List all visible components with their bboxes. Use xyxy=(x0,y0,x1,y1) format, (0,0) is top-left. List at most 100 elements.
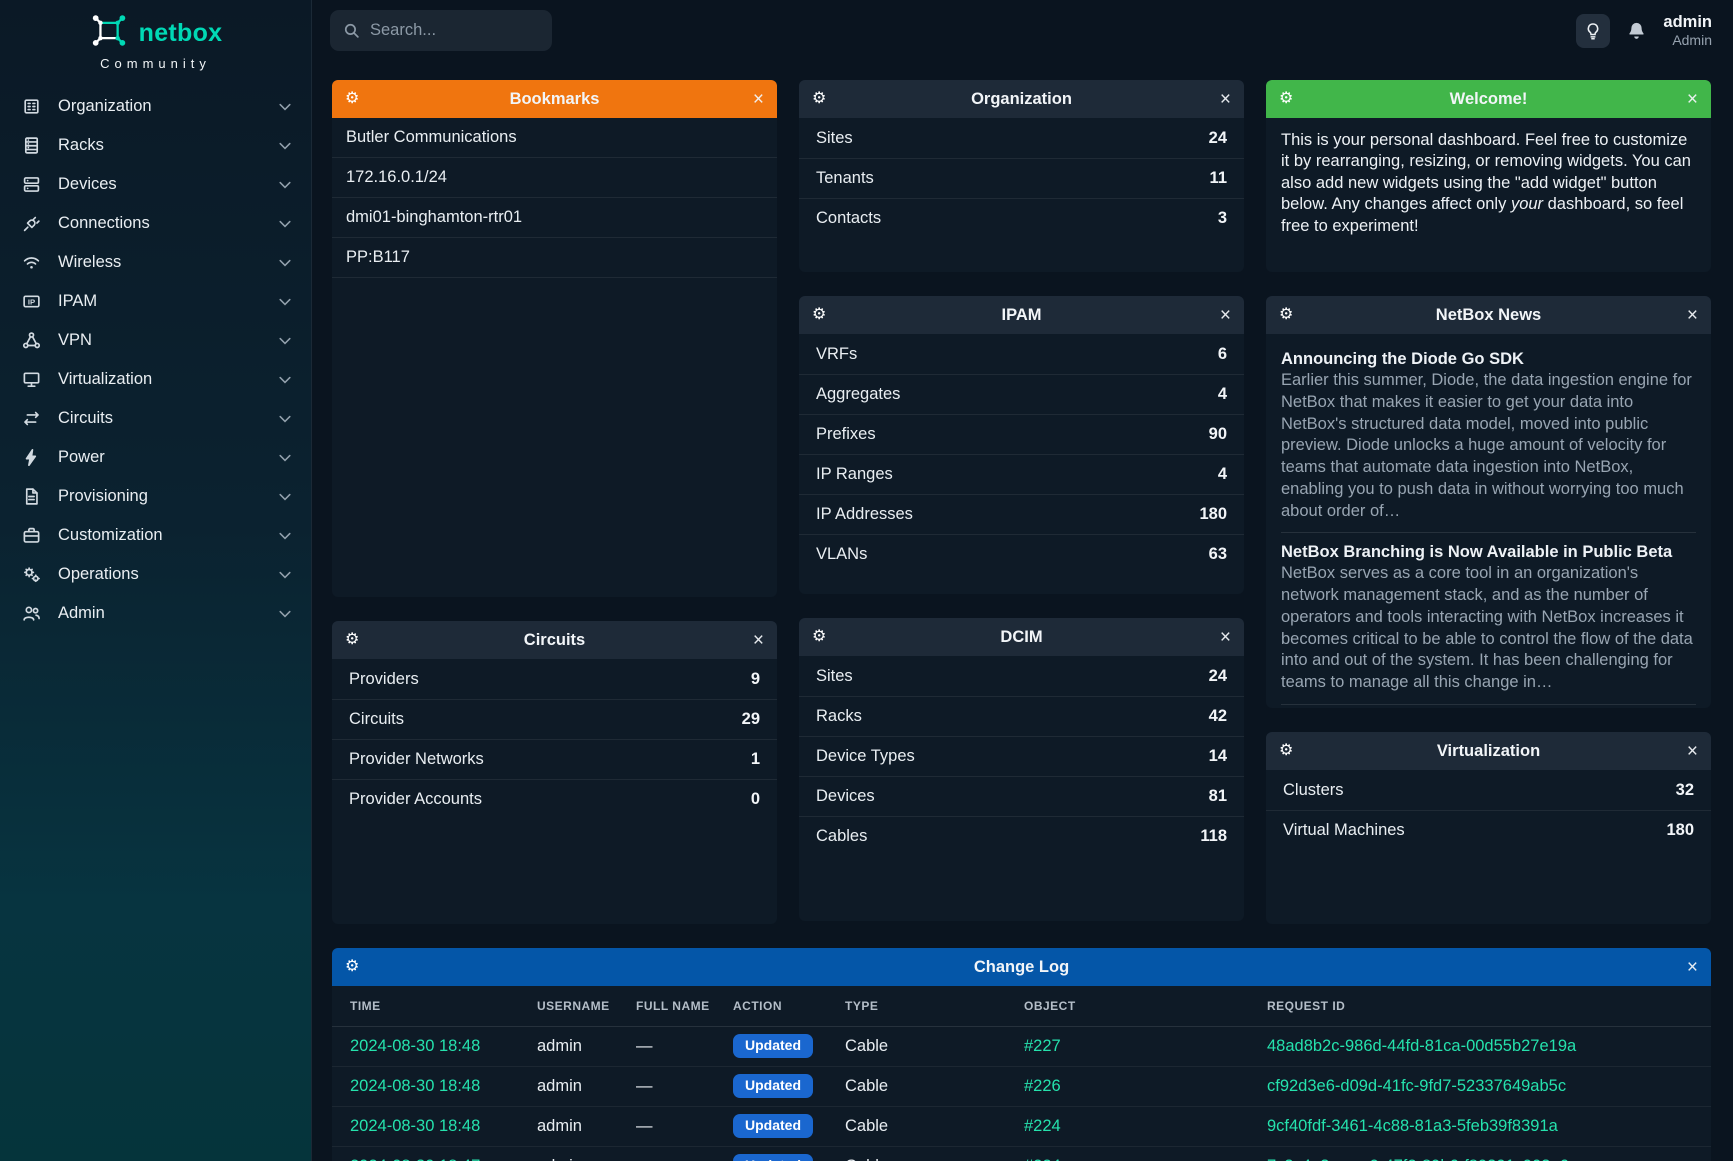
close-icon[interactable]: × xyxy=(1219,88,1231,110)
change-object-link[interactable]: #224 xyxy=(1024,1157,1061,1161)
close-icon[interactable]: × xyxy=(752,629,764,651)
close-icon[interactable]: × xyxy=(1686,956,1698,978)
sidebar-item[interactable]: Circuits xyxy=(0,399,311,438)
chevron-down-icon xyxy=(279,454,291,462)
stat-row[interactable]: VRFs 6 xyxy=(816,344,1227,363)
widget-header: ⚙ Bookmarks × xyxy=(332,80,777,118)
gear-icon[interactable]: ⚙ xyxy=(1279,742,1294,759)
widget-header: ⚙ Welcome! × xyxy=(1266,80,1711,118)
col-action: Action xyxy=(715,986,827,1027)
bookmark-item[interactable]: Butler Communications xyxy=(332,118,777,158)
stat-row[interactable]: Tenants 11 xyxy=(799,158,1244,198)
stat-row[interactable]: Sites 24 xyxy=(816,128,1227,147)
search-field[interactable] xyxy=(370,21,530,40)
change-request-id-link[interactable]: cf92d3e6-d09d-41fc-9fd7-52337649ab5c xyxy=(1267,1076,1567,1095)
action-badge: Updated xyxy=(733,1074,813,1098)
change-request-id-link[interactable]: 7c3c4e3c-ece9-47f2-89b6-f89301c903a6 xyxy=(1267,1157,1569,1161)
sidebar-item[interactable]: Connections xyxy=(0,204,311,243)
close-icon[interactable]: × xyxy=(1686,88,1698,110)
change-request-id-link[interactable]: 48ad8b2c-986d-44fd-81ca-00d55b27e19a xyxy=(1267,1036,1577,1055)
notifications-button[interactable] xyxy=(1627,21,1646,40)
stat-row[interactable]: Provider Networks 1 xyxy=(332,739,777,779)
stat-row[interactable]: VLANs 63 xyxy=(799,534,1244,574)
gear-icon[interactable]: ⚙ xyxy=(812,90,827,107)
stat-row[interactable]: Prefixes 90 xyxy=(799,414,1244,454)
sidebar-item[interactable]: Racks xyxy=(0,126,311,165)
close-icon[interactable]: × xyxy=(1686,740,1698,762)
stat-row[interactable]: Cables 118 xyxy=(799,816,1244,856)
sidebar-item[interactable]: Organization xyxy=(0,87,311,126)
col-username: Username xyxy=(519,986,618,1027)
stat-row[interactable]: Sites 24 xyxy=(816,666,1227,685)
stat-row[interactable]: IP Addresses 180 xyxy=(799,494,1244,534)
gear-icon[interactable]: ⚙ xyxy=(1279,306,1294,323)
search-input[interactable] xyxy=(330,10,552,51)
chevron-down-icon xyxy=(279,181,291,189)
news-headline-link[interactable]: NetBox Branching is Now Available in Pub… xyxy=(1281,543,1673,562)
widget-header: ⚙ IPAM × xyxy=(799,296,1244,334)
sidebar-item[interactable]: Customization xyxy=(0,516,311,555)
close-icon[interactable]: × xyxy=(1219,626,1231,648)
news-headline-link[interactable]: Announcing the Diode Go SDK xyxy=(1281,350,1524,368)
change-log-table: Time Username Full Name Action Type Obje… xyxy=(332,986,1711,1161)
sidebar-item[interactable]: Operations xyxy=(0,555,311,594)
chevron-down-icon xyxy=(279,142,291,150)
change-time-link[interactable]: 2024-08-30 18:47 xyxy=(350,1157,480,1161)
close-icon[interactable]: × xyxy=(752,88,764,110)
gear-icon[interactable]: ⚙ xyxy=(345,631,360,648)
sidebar-item[interactable]: Wireless xyxy=(0,243,311,282)
user-menu[interactable]: admin Admin xyxy=(1663,13,1712,48)
stat-row[interactable]: Racks 42 xyxy=(799,696,1244,736)
change-time-link[interactable]: 2024-08-30 18:48 xyxy=(350,1116,481,1135)
stat-row[interactable]: Circuits 29 xyxy=(332,699,777,739)
change-full-name: — xyxy=(618,1026,715,1067)
bookmark-item[interactable]: dmi01-binghamton-rtr01 xyxy=(332,198,777,238)
stat-row[interactable]: IP Ranges 4 xyxy=(799,454,1244,494)
close-icon[interactable]: × xyxy=(1686,304,1698,326)
ip-icon: IP xyxy=(22,292,41,311)
username: admin xyxy=(1663,12,1712,31)
stat-row[interactable]: Devices 81 xyxy=(799,776,1244,816)
change-time-link[interactable]: 2024-08-30 18:48 xyxy=(350,1036,481,1055)
table-row: 2024-08-30 18:47 admin — Updated Cable #… xyxy=(332,1146,1711,1161)
sidebar-item[interactable]: Provisioning xyxy=(0,477,311,516)
sidebar-item[interactable]: Devices xyxy=(0,165,311,204)
stat-row[interactable]: Device Types 14 xyxy=(799,736,1244,776)
sidebar-item[interactable]: Virtualization xyxy=(0,360,311,399)
gear-icon[interactable]: ⚙ xyxy=(812,628,827,645)
change-request-id-link[interactable]: 9cf40fdf-3461-4c88-81a3-5feb39f8391a xyxy=(1267,1116,1558,1135)
gear-icon[interactable]: ⚙ xyxy=(345,90,360,107)
gear-icon[interactable]: ⚙ xyxy=(345,958,360,975)
col-request-id: Request ID xyxy=(1249,986,1711,1027)
sidebar-item[interactable]: IP IPAM xyxy=(0,282,311,321)
bookmark-item[interactable]: 172.16.0.1/24 xyxy=(332,158,777,198)
change-time-link[interactable]: 2024-08-30 18:48 xyxy=(350,1076,481,1095)
stat-row[interactable]: Virtual Machines 180 xyxy=(1266,810,1711,850)
widget-header: ⚙ Virtualization × xyxy=(1266,732,1711,770)
stat-row[interactable]: Aggregates 4 xyxy=(799,374,1244,414)
sidebar-item[interactable]: Power xyxy=(0,438,311,477)
sidebar-item[interactable]: Admin xyxy=(0,594,311,633)
theme-toggle-button[interactable] xyxy=(1576,13,1611,48)
gear-icon[interactable]: ⚙ xyxy=(812,306,827,323)
change-full-name: — xyxy=(618,1106,715,1147)
col-time: Time xyxy=(332,986,519,1027)
stat-row[interactable]: Contacts 3 xyxy=(799,198,1244,238)
change-type: Cable xyxy=(827,1066,1006,1107)
change-object-link[interactable]: #226 xyxy=(1024,1076,1061,1095)
stat-row[interactable]: Providers 9 xyxy=(349,669,760,688)
sidebar-item[interactable]: VPN xyxy=(0,321,311,360)
change-object-link[interactable]: #227 xyxy=(1024,1036,1061,1055)
chevron-down-icon xyxy=(279,103,291,111)
netbox-logo[interactable]: netbox Community xyxy=(0,0,311,77)
change-username: admin xyxy=(519,1026,618,1067)
widget-header: ⚙ Organization × xyxy=(799,80,1244,118)
bookmark-item[interactable]: PP:B117 xyxy=(332,238,777,278)
col-type: Type xyxy=(827,986,1006,1027)
stat-row[interactable]: Provider Accounts 0 xyxy=(332,779,777,819)
close-icon[interactable]: × xyxy=(1219,304,1231,326)
stat-row[interactable]: Clusters 32 xyxy=(1283,780,1694,799)
table-header-row: Time Username Full Name Action Type Obje… xyxy=(332,986,1711,1027)
gear-icon[interactable]: ⚙ xyxy=(1279,90,1294,107)
change-object-link[interactable]: #224 xyxy=(1024,1116,1061,1135)
